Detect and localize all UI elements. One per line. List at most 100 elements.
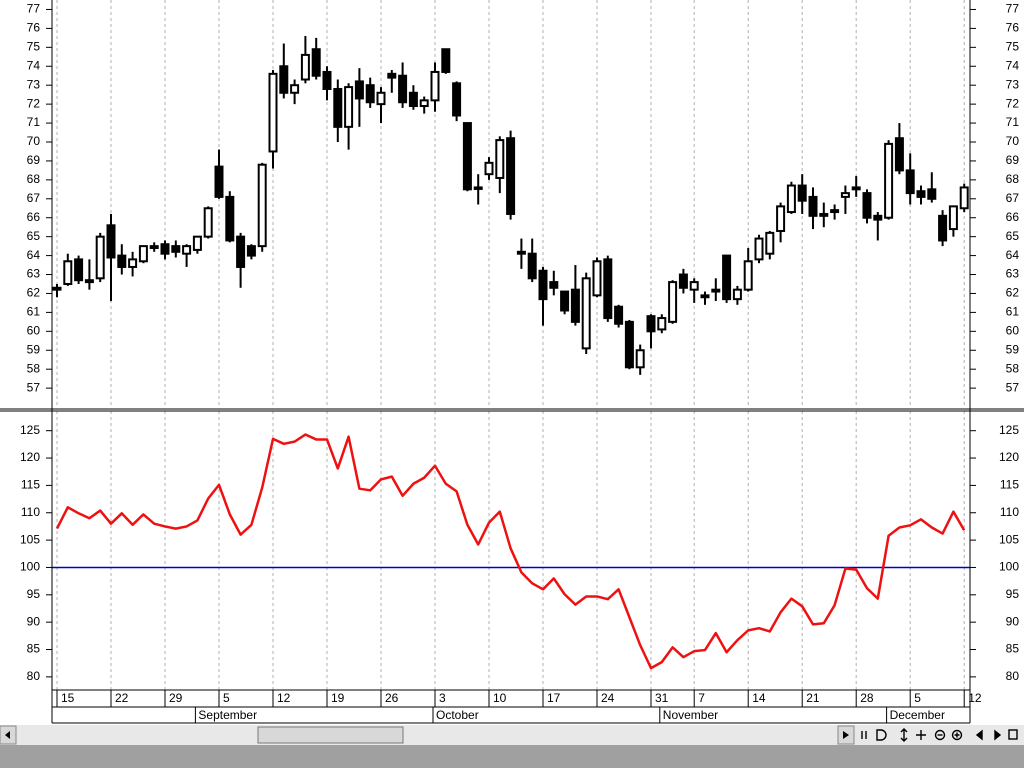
forward-icon[interactable] <box>994 729 1002 741</box>
y-tick-label: 105 <box>20 532 40 546</box>
window-icon[interactable] <box>1008 729 1018 740</box>
y-tick-label: 90 <box>27 614 41 628</box>
candle-body <box>894 137 904 172</box>
date-icon[interactable] <box>876 729 887 741</box>
candle-body <box>797 184 807 202</box>
indicator-line <box>55 433 966 670</box>
x-tick-label: 10 <box>493 691 507 705</box>
candle-body <box>311 48 321 77</box>
y-tick-label-right: 73 <box>1006 77 1020 91</box>
candle-body <box>160 243 170 255</box>
y-tick-label: 95 <box>27 587 41 601</box>
y-tick-label: 75 <box>27 40 41 54</box>
axes: 15 22 29 5 12 19 26 3 10 17 24 31 7 14 21 28 5 12 Septembe… <box>0 0 1024 724</box>
candle-body <box>225 195 235 242</box>
candle-body <box>635 349 645 369</box>
candle-body <box>408 91 418 108</box>
candle-body <box>214 165 224 198</box>
candle-body <box>776 205 786 232</box>
scroll-track <box>0 725 1024 745</box>
y-tick-label-right: 77 <box>1006 2 1020 16</box>
candle-body <box>84 279 94 284</box>
back-icon[interactable] <box>975 729 983 741</box>
candle-body <box>549 281 559 289</box>
zoom-in-icon[interactable] <box>951 729 963 741</box>
scroll-thumb[interactable] <box>257 726 404 744</box>
candle-body <box>257 163 267 248</box>
candle-body <box>106 224 116 259</box>
y-tick-label-right: 125 <box>999 423 1019 437</box>
x-tick-label: 17 <box>547 691 561 705</box>
y-tick-label: 120 <box>20 450 40 464</box>
candle-body <box>592 260 602 297</box>
candle-body <box>765 231 775 255</box>
x-tick-label: 12 <box>968 691 982 705</box>
candle-body <box>754 237 764 261</box>
candle-body <box>732 288 742 301</box>
candle-body <box>678 273 688 289</box>
y-tick-label: 61 <box>27 305 41 319</box>
candle-body <box>743 260 753 291</box>
y-tick-label-right: 66 <box>1006 210 1020 224</box>
y-tick-label-right: 68 <box>1006 172 1020 186</box>
candle-body <box>236 235 246 268</box>
candle-body <box>614 305 624 325</box>
candle-body <box>484 161 494 176</box>
y-tick-label: 125 <box>20 423 40 437</box>
candle-body <box>128 258 138 268</box>
candle-body <box>419 99 429 108</box>
grid-layer <box>56 0 965 690</box>
candle-body <box>711 288 721 293</box>
candle-body <box>52 286 62 291</box>
y-tick-label-right: 115 <box>1000 478 1019 492</box>
sync-icon[interactable] <box>861 731 867 739</box>
candle-body <box>441 48 451 73</box>
candle-body <box>495 139 505 179</box>
y-tick-label-right: 58 <box>1006 361 1020 375</box>
candle-body <box>149 245 159 250</box>
pan-icon[interactable] <box>916 730 926 740</box>
x-tick-label: 21 <box>806 691 820 705</box>
candle-body <box>905 169 915 195</box>
candle-body <box>862 192 872 219</box>
zoom-out-icon[interactable] <box>934 729 946 741</box>
y-tick-label-right: 95 <box>1006 587 1020 601</box>
x-tick-label: 14 <box>752 691 766 705</box>
y-tick-label-right: 62 <box>1006 286 1020 300</box>
candle-body <box>808 195 818 217</box>
candle-body <box>171 245 181 253</box>
vertical-zoom-icon[interactable] <box>900 728 908 742</box>
candle-body <box>884 142 894 219</box>
y-tick-label: 68 <box>27 172 41 186</box>
candle-body <box>646 315 656 333</box>
candle-body <box>668 281 678 323</box>
y-tick-label-right: 105 <box>999 532 1019 546</box>
y-tick-label-right: 76 <box>1006 21 1020 35</box>
x-tick-label: 22 <box>115 691 129 705</box>
y-tick-label-right: 70 <box>1006 134 1020 148</box>
y-tick-label-right: 63 <box>1006 267 1020 281</box>
y-tick-label-right: 60 <box>1006 323 1020 337</box>
candle-body <box>819 212 829 217</box>
y-tick-label-right: 80 <box>1006 669 1020 683</box>
y-tick-label-right: 120 <box>999 450 1019 464</box>
y-tick-label: 76 <box>27 21 41 35</box>
candle-body <box>722 254 732 301</box>
scrollbar[interactable] <box>0 725 1024 745</box>
y-tick-label-right: 90 <box>1006 614 1020 628</box>
candle-body <box>786 184 796 214</box>
y-tick-label: 71 <box>27 115 41 129</box>
x-tick-label: 5 <box>914 691 921 705</box>
y-tick-label: 100 <box>20 560 40 574</box>
candle-body <box>527 252 537 280</box>
candle-body <box>246 245 256 257</box>
y-tick-label-right: 71 <box>1006 115 1020 129</box>
candle-body <box>516 250 526 255</box>
plot-area <box>52 35 970 670</box>
candle-body <box>840 192 850 198</box>
x-tick-label: 28 <box>860 691 874 705</box>
x-tick-label: 3 <box>439 691 446 705</box>
candle-body <box>927 188 937 200</box>
candle-body <box>344 86 354 128</box>
